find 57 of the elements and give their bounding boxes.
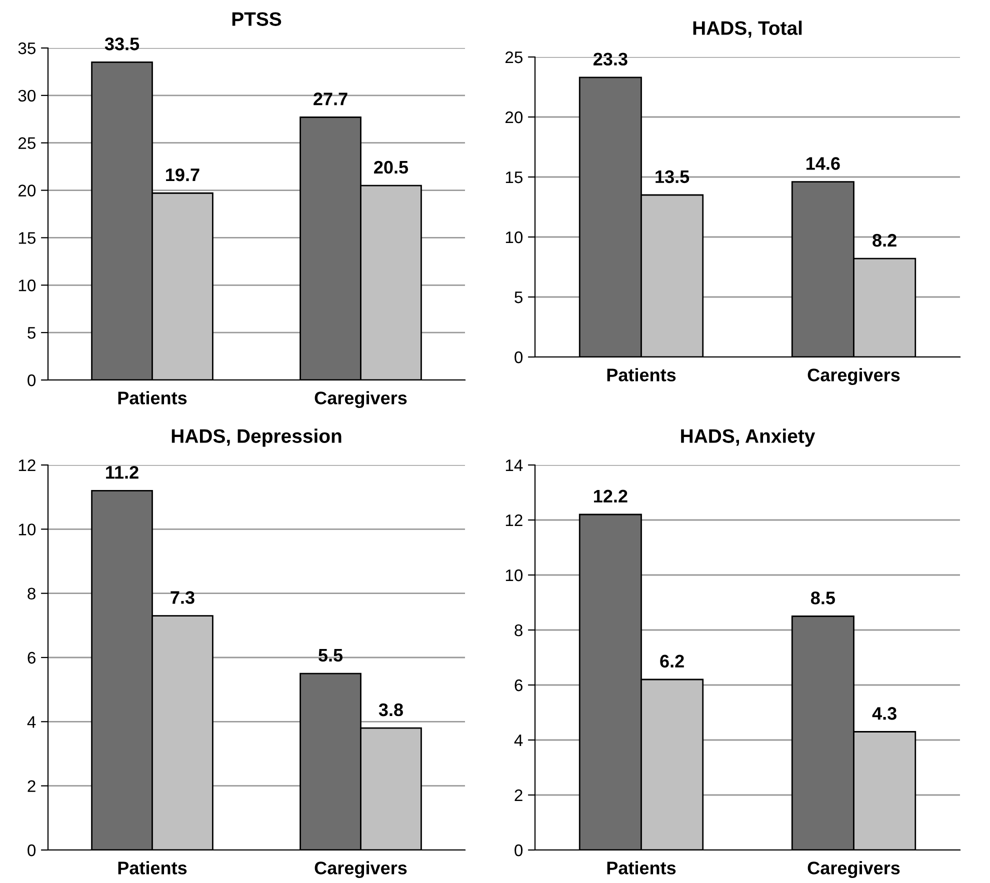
data-label: 5.5 (318, 649, 343, 662)
y-tick-label: 30 (18, 90, 36, 102)
chart-title: HADS, Total (693, 20, 802, 38)
y-tick-label: 6 (28, 652, 36, 664)
y-tick-label: 10 (18, 524, 36, 536)
data-label: 27.7 (314, 92, 348, 106)
y-tick-label: 6 (514, 679, 522, 692)
data-label: 6.2 (660, 654, 684, 668)
data-label: 8.2 (872, 234, 896, 247)
x-tick-label: Patients (607, 368, 676, 382)
y-tick-label: 5 (514, 292, 522, 304)
x-tick-label: Patients (607, 861, 676, 874)
x-tick-label: Caregivers (808, 368, 900, 386)
data-label: 7.3 (170, 591, 194, 604)
data-label: 33.5 (104, 38, 140, 50)
data-label: 14.6 (806, 157, 840, 170)
x-tick-label: Caregivers (808, 861, 900, 878)
y-tick-label: 8 (514, 624, 522, 636)
y-tick-label: 10 (506, 231, 523, 244)
y-tick-label: 15 (18, 232, 36, 244)
y-tick-label: 4 (514, 734, 523, 746)
data-label: 19.7 (166, 168, 200, 182)
chart-title: PTSS (232, 12, 282, 26)
y-tick-label: 2 (28, 780, 36, 792)
chart-title: HADS, Depression (172, 428, 342, 447)
y-tick-label: 0 (514, 351, 523, 364)
data-label: 4.3 (872, 707, 896, 720)
y-tick-label: 10 (18, 280, 36, 292)
y-tick-label: 12 (18, 459, 36, 472)
y-tick-label: 4 (27, 716, 36, 728)
y-tick-label: 20 (505, 111, 523, 124)
y-tick-label: 0 (514, 844, 523, 856)
y-tick-label: 25 (505, 51, 522, 64)
data-label: 20.5 (374, 160, 408, 174)
data-label: 12.2 (594, 490, 628, 502)
y-tick-label: 8 (28, 588, 36, 600)
y-tick-label: 12 (506, 514, 522, 526)
x-tick-label: Caregivers (314, 861, 407, 878)
x-tick-label: Patients (118, 861, 187, 874)
x-tick-label: Caregivers (314, 391, 407, 408)
y-tick-label: 5 (28, 327, 36, 339)
data-label: 13.5 (656, 170, 690, 184)
y-tick-label: 35 (18, 42, 36, 54)
y-tick-label: 0 (28, 844, 36, 856)
chart-title: HADS, Anxiety (681, 428, 816, 447)
x-tick-label: Patients (118, 391, 187, 404)
y-tick-label: 14 (506, 460, 523, 472)
y-tick-label: 10 (506, 569, 523, 582)
y-tick-label: 25 (18, 137, 36, 150)
data-label: 23.3 (593, 52, 628, 66)
y-tick-label: 2 (514, 789, 522, 802)
y-tick-label: 20 (18, 184, 36, 196)
data-label: 11.2 (106, 466, 138, 479)
y-tick-label: 0 (28, 374, 36, 386)
data-label: 8.5 (810, 592, 835, 604)
data-label: 3.8 (378, 703, 403, 716)
y-tick-label: 15 (506, 172, 522, 184)
